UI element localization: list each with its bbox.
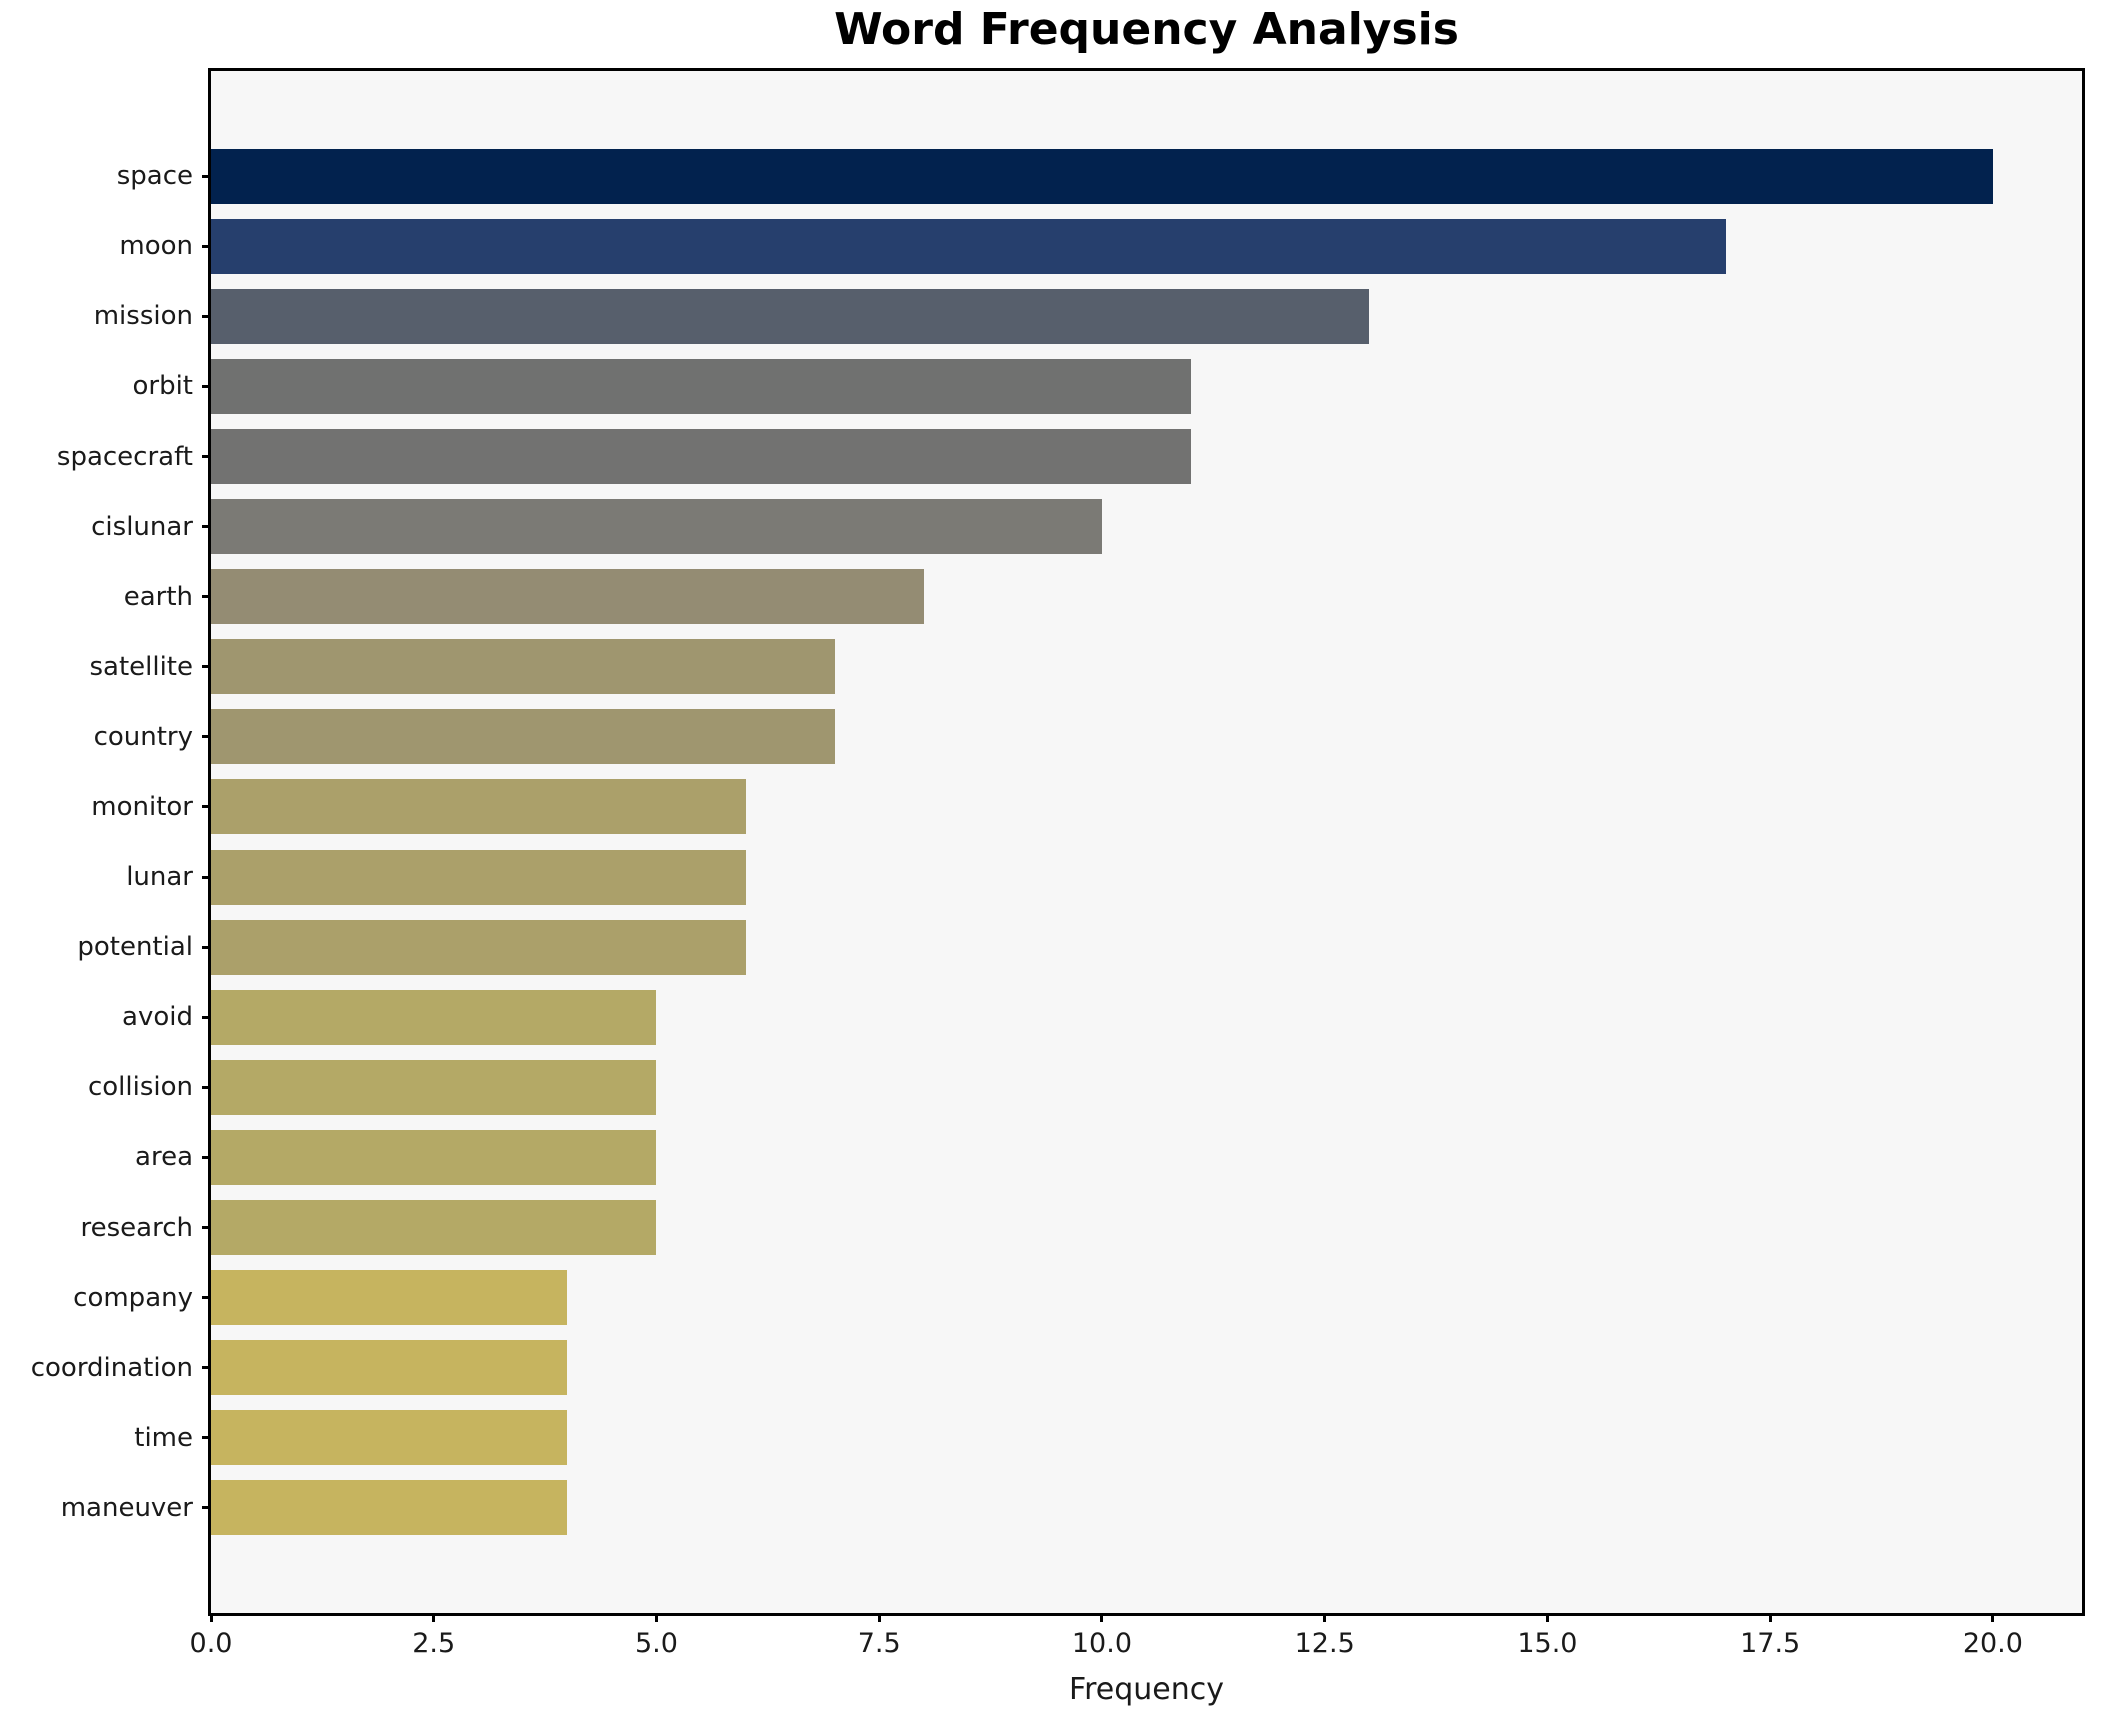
y-tick-label-lunar: lunar [126, 862, 193, 893]
bar-lunar [211, 849, 746, 905]
y-tick-label-company: company [73, 1282, 193, 1313]
x-tick-label-7.5: 7.5 [857, 1628, 901, 1659]
y-tick-mark [202, 244, 211, 248]
x-tick-mark [1545, 1613, 1549, 1622]
y-tick-label-monitor: monitor [91, 791, 193, 822]
y-tick-mark [202, 1296, 211, 1300]
bar-mission [211, 288, 1370, 344]
y-tick-label-collision: collision [87, 1072, 193, 1103]
y-tick-label-satellite: satellite [89, 651, 193, 682]
x-axis-title: Frequency [1069, 1672, 1224, 1707]
y-tick-mark [202, 735, 211, 739]
x-tick-label-20.0: 20.0 [1962, 1628, 2023, 1659]
y-tick-label-potential: potential [77, 932, 193, 963]
x-tick-label-2.5: 2.5 [412, 1628, 456, 1659]
y-tick-label-spacecraft: spacecraft [56, 441, 193, 472]
x-tick-mark [877, 1613, 881, 1622]
bar-monitor [211, 779, 746, 835]
bar-maneuver [211, 1480, 568, 1536]
x-tick-mark [1991, 1613, 1995, 1622]
y-tick-mark [202, 1015, 211, 1019]
bar-research [211, 1200, 657, 1255]
x-tick-label-15.0: 15.0 [1517, 1628, 1578, 1659]
y-tick-label-time: time [134, 1422, 193, 1453]
y-tick-mark [202, 1436, 211, 1440]
y-tick-mark [202, 875, 211, 879]
y-tick-label-moon: moon [119, 231, 193, 262]
y-tick-mark [202, 1226, 211, 1229]
plot-area [211, 71, 2082, 1613]
y-tick-label-earth: earth [123, 581, 193, 612]
x-tick-label-0.0: 0.0 [189, 1628, 233, 1659]
y-tick-mark [202, 1085, 211, 1089]
y-tick-mark [202, 665, 211, 669]
y-tick-label-area: area [135, 1142, 193, 1173]
bar-area [211, 1129, 657, 1185]
y-tick-mark [202, 805, 211, 809]
bar-coordination [211, 1340, 568, 1396]
x-tick-mark [1768, 1613, 1772, 1622]
bar-avoid [211, 989, 657, 1045]
bar-time [211, 1410, 568, 1466]
y-tick-label-research: research [80, 1212, 193, 1243]
y-tick-mark [202, 1155, 211, 1159]
x-tick-label-12.5: 12.5 [1294, 1628, 1355, 1659]
y-tick-mark [202, 1366, 211, 1370]
x-tick-mark [432, 1613, 436, 1622]
bar-earth [211, 569, 924, 625]
bar-collision [211, 1059, 657, 1115]
y-tick-label-cislunar: cislunar [91, 511, 193, 542]
bar-spacecraft [211, 429, 1192, 484]
y-tick-mark [202, 314, 211, 318]
y-tick-label-avoid: avoid [122, 1002, 193, 1033]
bar-space [211, 148, 1993, 204]
bar-satellite [211, 639, 835, 695]
bar-moon [211, 218, 1726, 274]
x-tick-mark [654, 1613, 658, 1622]
y-tick-mark [202, 595, 211, 599]
bar-cislunar [211, 499, 1102, 555]
y-tick-label-coordination: coordination [30, 1352, 193, 1383]
x-tick-label-10.0: 10.0 [1071, 1628, 1132, 1659]
y-tick-label-mission: mission [93, 301, 193, 332]
x-tick-mark [209, 1613, 213, 1622]
y-tick-label-country: country [93, 721, 193, 752]
bar-company [211, 1270, 568, 1326]
y-tick-mark [202, 945, 211, 949]
bar-potential [211, 919, 746, 975]
x-tick-mark [1100, 1613, 1104, 1622]
x-tick-label-5.0: 5.0 [634, 1628, 678, 1659]
y-tick-mark [202, 384, 211, 388]
y-tick-mark [202, 525, 211, 529]
y-tick-label-orbit: orbit [132, 371, 193, 402]
bar-country [211, 709, 835, 765]
y-tick-mark [202, 174, 211, 178]
y-tick-mark [202, 455, 211, 458]
y-tick-mark [202, 1506, 211, 1510]
y-tick-label-space: space [116, 161, 193, 192]
y-tick-label-maneuver: maneuver [60, 1492, 193, 1523]
bar-orbit [211, 358, 1192, 414]
x-tick-mark [1323, 1613, 1327, 1622]
x-tick-label-17.5: 17.5 [1740, 1628, 1801, 1659]
chart-title: Word Frequency Analysis [834, 4, 1459, 55]
